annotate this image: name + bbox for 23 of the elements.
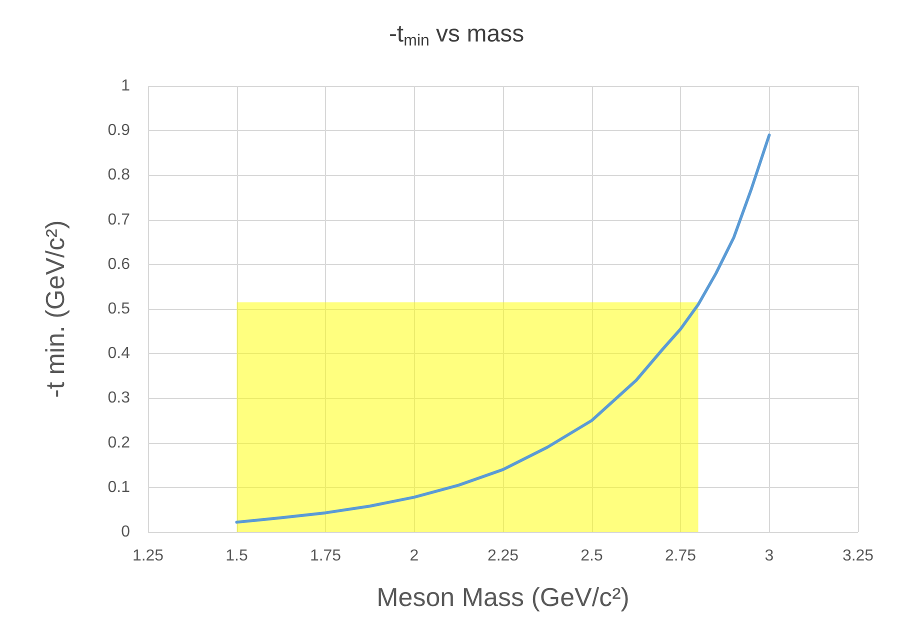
y-tick-label: 0.2: [108, 434, 130, 452]
x-axis-title: Meson Mass (GeV/c²): [376, 582, 630, 612]
x-tick-label: 2.25: [487, 548, 519, 564]
x-tick-label: 2.5: [580, 548, 603, 564]
y-tick-label: 1: [121, 78, 130, 94]
x-tick-label: 3: [764, 548, 774, 564]
y-axis-title: -t min. (GeV/c²): [40, 220, 70, 398]
x-tick-label: 2: [410, 548, 419, 564]
x-tick-label: 1.75: [310, 548, 342, 564]
line-series: [235, 134, 771, 524]
y-tick-label: 0.9: [108, 122, 130, 140]
x-tick-label: 3.25: [842, 548, 874, 564]
y-tick-label: 0.8: [108, 166, 130, 184]
x-tick-label: 2.75: [664, 548, 696, 564]
x-tick-label: 1.25: [132, 548, 164, 564]
x-tick-label: 1.5: [226, 548, 248, 564]
y-tick-label: 0: [121, 524, 130, 540]
y-tick-label: 0.3: [108, 390, 130, 407]
y-tick-label: 0.5: [108, 300, 130, 318]
y-tick-label: 0.1: [108, 478, 130, 496]
y-tick-label: 0.6: [108, 256, 130, 273]
y-tick-label: 0.7: [108, 211, 130, 228]
y-tick-label: 0.4: [108, 345, 130, 362]
